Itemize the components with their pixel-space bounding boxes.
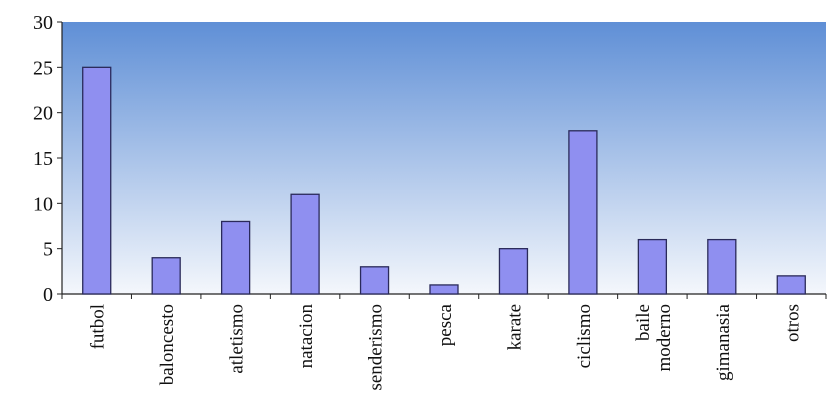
x-category-label: gimanasia (713, 303, 734, 381)
bar-senderismo (359, 266, 390, 295)
y-tick-label: 0 (43, 284, 53, 306)
x-category-label: futbol (88, 304, 109, 349)
bar-baile-moderno (637, 238, 668, 295)
x-category-label: pesca (435, 303, 456, 346)
y-tick-label: 10 (33, 193, 53, 215)
x-category-label: ciclismo (574, 304, 595, 368)
x-category-label: natacion (296, 304, 317, 369)
y-tick-label: 15 (33, 148, 53, 170)
bar-gimanasia (707, 238, 737, 295)
x-axis (61, 293, 827, 299)
y-tick-label: 5 (43, 239, 53, 261)
bar-baloncesto (151, 257, 181, 295)
bar-natacion (290, 193, 320, 295)
x-category-label: otros (782, 304, 803, 342)
bar-futbol (82, 66, 112, 295)
bar-pesca (429, 284, 459, 295)
bar-atletismo (220, 220, 251, 295)
y-tick-label: 25 (33, 57, 53, 79)
x-category-label: moderno (654, 304, 675, 372)
bar-otros (776, 275, 806, 295)
x-category-label: senderismo (366, 304, 387, 391)
y-tick-label: 30 (33, 12, 53, 34)
bar-karate (498, 248, 529, 295)
bars (82, 66, 806, 295)
plot-area (62, 22, 826, 294)
y-tick-label: 20 (33, 103, 53, 125)
x-category-label: atletismo (227, 304, 248, 374)
x-category-label: baloncesto (157, 304, 178, 385)
x-category-label: baile (633, 304, 654, 341)
category-labels: futbol baloncesto atletismo natacion senderi… (88, 303, 804, 390)
bar-ciclismo (568, 130, 598, 295)
x-category-label: karate (504, 304, 525, 350)
y-axis: 0 5 10 15 20 25 30 (33, 12, 63, 306)
